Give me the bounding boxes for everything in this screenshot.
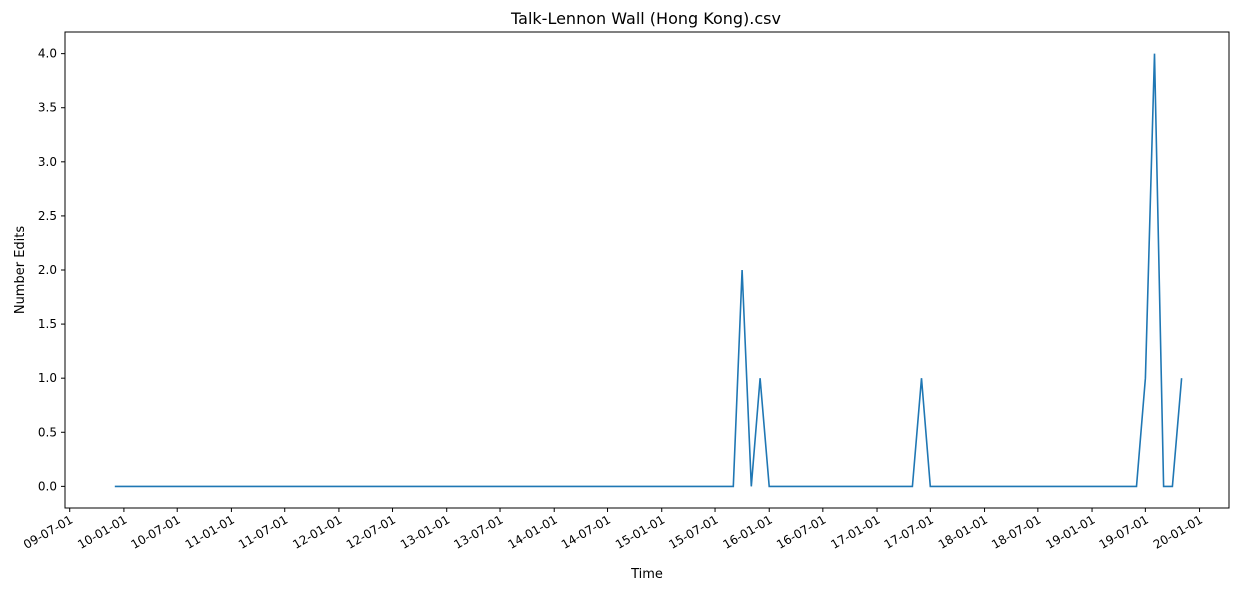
- x-axis-title: Time: [630, 567, 663, 582]
- y-tick-label: 0.0: [38, 479, 57, 493]
- y-tick-label: 2.5: [38, 209, 57, 223]
- y-tick-label: 2.0: [38, 263, 57, 277]
- y-tick-label: 0.5: [38, 425, 57, 439]
- y-axis-title: Number Edits: [13, 226, 28, 315]
- y-tick-label: 3.0: [38, 155, 57, 169]
- y-tick-label: 1.5: [38, 317, 57, 331]
- series-line: [114, 53, 1183, 488]
- y-tick-label: 1.0: [38, 371, 57, 385]
- y-axis-ticks: 0.0 0.5 1.0 1.5 2.0 2.5 3.0 3.5 4.0: [38, 47, 65, 493]
- y-tick-label: 4.0: [38, 47, 57, 61]
- y-tick-label: 3.5: [38, 101, 57, 115]
- plot-area-frame: [64, 31, 1230, 509]
- chart-title: Talk-Lennon Wall (Hong Kong).csv: [510, 9, 781, 28]
